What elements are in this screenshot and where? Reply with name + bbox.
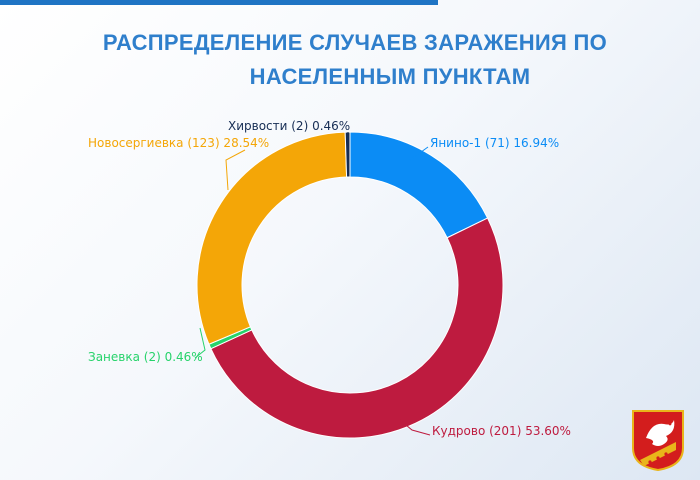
leader-line-1 — [409, 146, 429, 161]
slice-label-1: Янино-1 (71) 16.94% — [430, 136, 559, 150]
leader-line-2 — [399, 419, 431, 436]
coat-of-arms-icon — [632, 410, 684, 472]
slice-label-3: Заневка (2) 0.46% — [88, 350, 203, 364]
title-line-1: РАСПРЕДЕЛЕНИЕ СЛУЧАЕВ ЗАРАЖЕНИЯ ПО — [102, 30, 608, 55]
slice-label-4: Новосергиевка (123) 28.54% — [88, 136, 269, 150]
top-accent-bar — [0, 0, 438, 5]
donut-slice-4 — [196, 131, 348, 345]
donut-slice-2 — [210, 217, 504, 439]
leader-line-4 — [225, 149, 246, 191]
leader-line-3 — [194, 327, 206, 359]
donut-slice-5 — [344, 131, 351, 178]
page-title: РАСПРЕДЕЛЕНИЕ СЛУЧАЕВ ЗАРАЖЕНИЯ ПО НАСЕЛ… — [0, 26, 700, 94]
slice-label-2: Кудрово (201) 53.60% — [432, 424, 571, 438]
title-line-2: НАСЕЛЕННЫМ ПУНКТАМ — [249, 64, 531, 89]
slice-label-5: Хирвости (2) 0.46% — [228, 119, 350, 133]
